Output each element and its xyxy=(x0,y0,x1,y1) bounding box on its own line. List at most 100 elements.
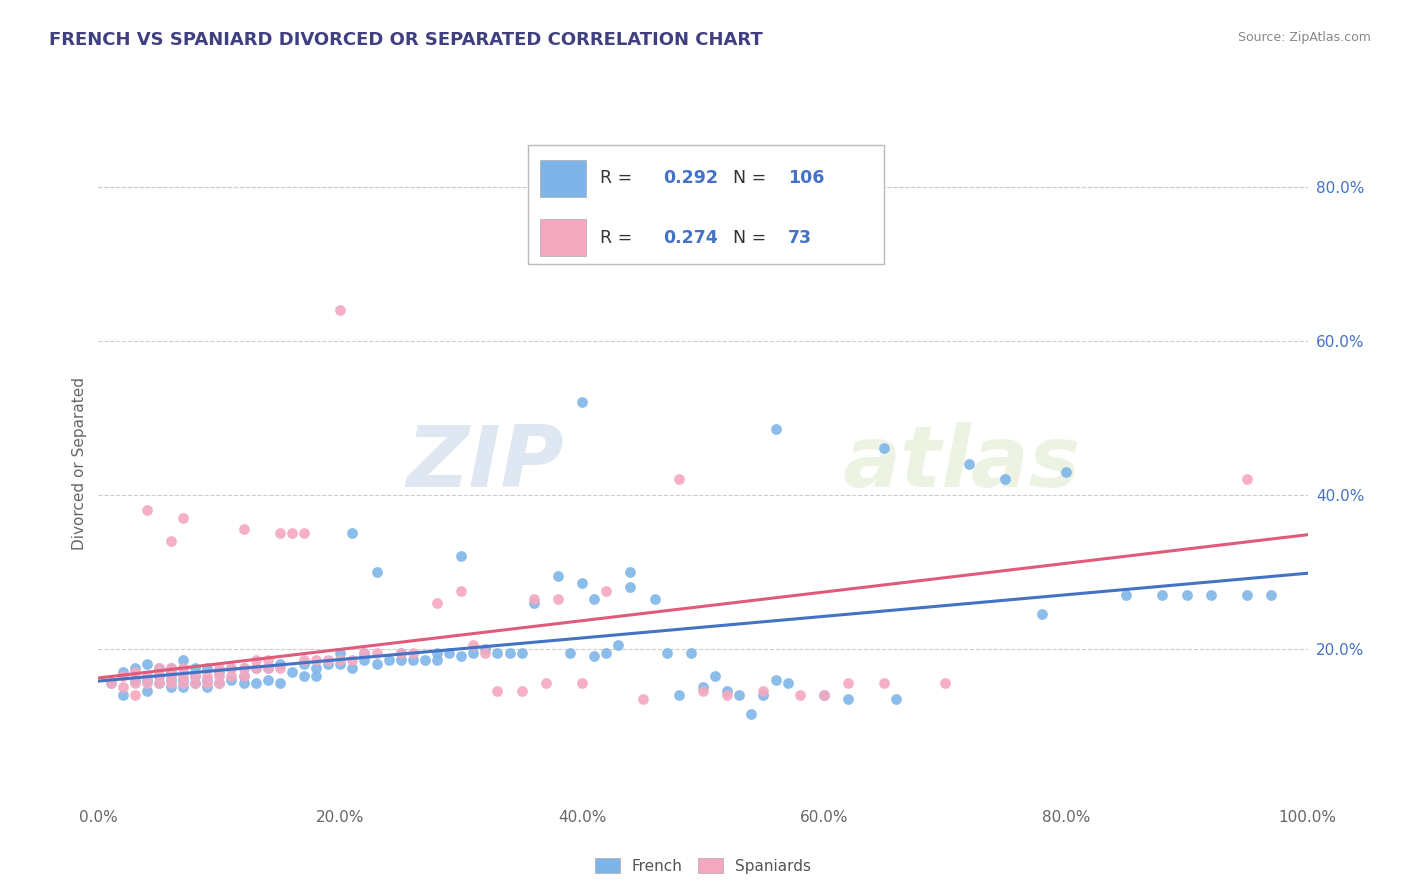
Point xyxy=(595,646,617,660)
Point xyxy=(245,653,267,667)
Point xyxy=(172,680,194,694)
Text: R =: R = xyxy=(600,169,638,187)
Point xyxy=(135,684,157,698)
Point xyxy=(631,691,654,706)
Point xyxy=(389,646,412,660)
Point xyxy=(232,661,254,675)
Point xyxy=(269,657,291,672)
Point xyxy=(124,676,146,690)
Point xyxy=(232,661,254,675)
Point xyxy=(752,688,775,702)
Point xyxy=(607,638,630,652)
Point xyxy=(728,688,751,702)
Point xyxy=(1260,588,1282,602)
Point xyxy=(1115,588,1137,602)
Point xyxy=(716,684,738,698)
Text: 106: 106 xyxy=(787,169,824,187)
Point xyxy=(160,676,183,690)
Point xyxy=(510,646,533,660)
Point xyxy=(221,673,243,687)
Point xyxy=(463,646,485,660)
Text: N =: N = xyxy=(734,169,766,187)
Point xyxy=(305,661,328,675)
Point xyxy=(534,676,557,690)
Point xyxy=(172,510,194,524)
Point xyxy=(256,653,278,667)
Point xyxy=(208,669,231,683)
Point xyxy=(208,676,231,690)
Point xyxy=(547,568,569,582)
Point xyxy=(172,673,194,687)
Point xyxy=(765,673,787,687)
Point xyxy=(256,661,278,675)
Point xyxy=(292,653,315,667)
Point xyxy=(195,676,218,690)
Point xyxy=(100,676,122,690)
Point xyxy=(752,684,775,698)
Point xyxy=(148,676,170,690)
Point xyxy=(208,661,231,675)
Point xyxy=(558,646,581,660)
Point xyxy=(269,676,291,690)
Point xyxy=(547,591,569,606)
Point xyxy=(413,653,436,667)
Bar xyxy=(540,219,586,256)
Point xyxy=(426,653,449,667)
Point xyxy=(184,661,207,675)
Point xyxy=(232,669,254,683)
Point xyxy=(232,669,254,683)
Point xyxy=(292,669,315,683)
Point xyxy=(221,661,243,675)
Point xyxy=(366,646,388,660)
Point xyxy=(1236,588,1258,602)
Point xyxy=(873,676,896,690)
Point xyxy=(644,591,666,606)
Text: 0.292: 0.292 xyxy=(664,169,718,187)
Point xyxy=(1199,588,1222,602)
Point xyxy=(184,669,207,683)
FancyBboxPatch shape xyxy=(527,145,884,264)
Text: FRENCH VS SPANIARD DIVORCED OR SEPARATED CORRELATION CHART: FRENCH VS SPANIARD DIVORCED OR SEPARATED… xyxy=(49,31,763,49)
Point xyxy=(232,522,254,536)
Legend: French, Spaniards: French, Spaniards xyxy=(589,852,817,880)
Point xyxy=(342,661,364,675)
Point xyxy=(172,653,194,667)
Point xyxy=(184,669,207,683)
Point xyxy=(184,676,207,690)
Point xyxy=(245,661,267,675)
Y-axis label: Divorced or Separated: Divorced or Separated xyxy=(72,377,87,550)
Point xyxy=(837,691,859,706)
Point xyxy=(329,646,352,660)
Point xyxy=(837,676,859,690)
Point xyxy=(474,641,496,656)
Point xyxy=(583,591,606,606)
Point xyxy=(184,676,207,690)
Text: 73: 73 xyxy=(787,228,811,247)
Point xyxy=(124,665,146,679)
Point xyxy=(619,580,641,594)
Point xyxy=(704,669,727,683)
Point xyxy=(655,646,678,660)
Point xyxy=(111,680,134,694)
Point xyxy=(195,680,218,694)
Point xyxy=(692,684,714,698)
Text: Source: ZipAtlas.com: Source: ZipAtlas.com xyxy=(1237,31,1371,45)
Point xyxy=(305,653,328,667)
Point xyxy=(994,472,1017,486)
Point xyxy=(1236,472,1258,486)
Point xyxy=(342,653,364,667)
Point xyxy=(195,673,218,687)
Point xyxy=(523,591,546,606)
Point xyxy=(450,549,472,564)
Point xyxy=(571,395,593,409)
Point xyxy=(474,646,496,660)
Text: ZIP: ZIP xyxy=(406,422,564,506)
Point xyxy=(765,422,787,436)
Point xyxy=(148,661,170,675)
Point xyxy=(571,676,593,690)
Point xyxy=(716,688,738,702)
Point xyxy=(740,707,762,722)
Point xyxy=(668,472,690,486)
Point xyxy=(353,646,375,660)
Point xyxy=(679,646,702,660)
